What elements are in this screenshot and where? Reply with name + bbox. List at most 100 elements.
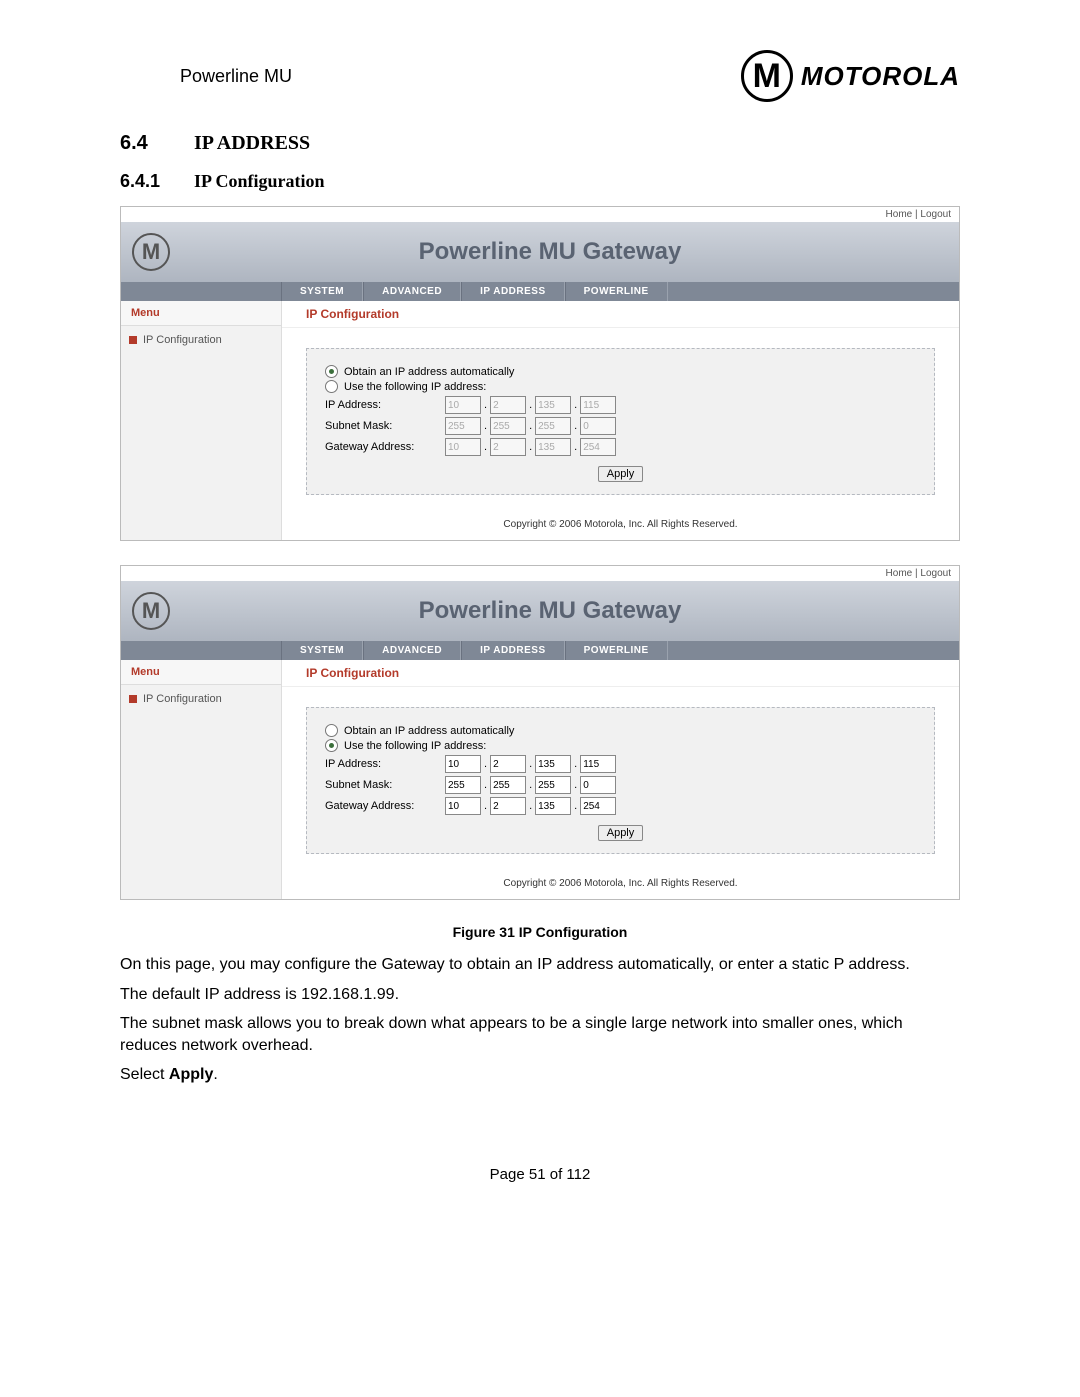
- nav-system[interactable]: SYSTEM: [281, 641, 363, 660]
- radio-static-label: Use the following IP address:: [344, 740, 486, 752]
- body-paragraph-2: The default IP address is 192.168.1.99.: [120, 984, 960, 1006]
- gateway-logo: M: [121, 222, 181, 282]
- ip-octet-1[interactable]: 10: [445, 396, 481, 414]
- gateway-sidebar: Menu IP Configuration: [121, 660, 282, 899]
- doc-header: Powerline MU M MOTOROLA: [120, 50, 960, 102]
- gateway-main: IP Configuration Obtain an IP address au…: [282, 660, 959, 899]
- gw-octet-4[interactable]: 254: [580, 438, 616, 456]
- radio-static-ip[interactable]: [325, 739, 338, 752]
- gw-octet-1[interactable]: 10: [445, 438, 481, 456]
- radio-auto-label: Obtain an IP address automatically: [344, 366, 514, 378]
- figure-caption: Figure 31 IP Configuration: [120, 924, 960, 940]
- gateway-nav: SYSTEM ADVANCED IP ADDRESS POWERLINE: [121, 282, 959, 301]
- menu-bullet-icon: [129, 336, 137, 344]
- gateway-address-label: Gateway Address:: [325, 800, 445, 812]
- gateway-logo: M: [121, 581, 181, 641]
- menu-bullet-icon: [129, 695, 137, 703]
- nav-ip-address[interactable]: IP ADDRESS: [461, 282, 565, 301]
- home-link[interactable]: Home: [886, 568, 913, 579]
- section-heading: 6.4 IP ADDRESS: [120, 132, 960, 155]
- gateway-copyright: Copyright © 2006 Motorola, Inc. All Righ…: [282, 511, 959, 540]
- ip-config-panel: Obtain an IP address automatically Use t…: [306, 707, 935, 854]
- nav-advanced[interactable]: ADVANCED: [363, 282, 461, 301]
- main-header: IP Configuration: [282, 660, 959, 687]
- motorola-wordmark: MOTOROLA: [801, 61, 960, 92]
- apply-button[interactable]: Apply: [598, 825, 644, 841]
- para4-bold: Apply: [169, 1066, 213, 1083]
- body-paragraph-1: On this page, you may configure the Gate…: [120, 954, 960, 976]
- subnet-mask-label: Subnet Mask:: [325, 420, 445, 432]
- gw-octet-3[interactable]: 135: [535, 797, 571, 815]
- ip-config-panel: Obtain an IP address automatically Use t…: [306, 348, 935, 495]
- ip-address-label: IP Address:: [325, 399, 445, 411]
- subsection-title: IP Configuration: [194, 171, 325, 192]
- body-paragraph-3: The subnet mask allows you to break down…: [120, 1013, 960, 1056]
- sidebar-item-ip-config[interactable]: IP Configuration: [121, 685, 281, 713]
- gateway-banner-title: Powerline MU Gateway: [181, 238, 959, 266]
- gw-octet-2[interactable]: 2: [490, 797, 526, 815]
- mask-octet-1[interactable]: 255: [445, 417, 481, 435]
- radio-auto-label: Obtain an IP address automatically: [344, 725, 514, 737]
- radio-static-ip[interactable]: [325, 380, 338, 393]
- section-number: 6.4: [120, 132, 170, 155]
- ip-octet-1[interactable]: 10: [445, 755, 481, 773]
- radio-static-label: Use the following IP address:: [344, 381, 486, 393]
- mask-octet-3[interactable]: 255: [535, 417, 571, 435]
- gateway-screenshot-auto: Home | Logout M Powerline MU Gateway SYS…: [120, 206, 960, 541]
- gateway-banner: M Powerline MU Gateway: [121, 581, 959, 641]
- gateway-nav: SYSTEM ADVANCED IP ADDRESS POWERLINE: [121, 641, 959, 660]
- home-link[interactable]: Home: [886, 209, 913, 220]
- nav-powerline[interactable]: POWERLINE: [565, 641, 668, 660]
- gateway-address-label: Gateway Address:: [325, 441, 445, 453]
- mask-octet-4[interactable]: 0: [580, 417, 616, 435]
- para4-pre: Select: [120, 1066, 169, 1083]
- mask-octet-2[interactable]: 255: [490, 776, 526, 794]
- gw-octet-2[interactable]: 2: [490, 438, 526, 456]
- nav-system[interactable]: SYSTEM: [281, 282, 363, 301]
- para4-post: .: [213, 1066, 217, 1083]
- sidebar-menu-header: Menu: [121, 660, 281, 685]
- ip-octet-4[interactable]: 115: [580, 755, 616, 773]
- subnet-mask-label: Subnet Mask:: [325, 779, 445, 791]
- sidebar-item-label: IP Configuration: [143, 334, 222, 346]
- sidebar-menu-header: Menu: [121, 301, 281, 326]
- logout-link[interactable]: Logout: [920, 209, 951, 220]
- ip-octet-3[interactable]: 135: [535, 755, 571, 773]
- main-header: IP Configuration: [282, 301, 959, 328]
- mask-octet-3[interactable]: 255: [535, 776, 571, 794]
- motorola-logo: M MOTOROLA: [741, 50, 960, 102]
- mask-octet-1[interactable]: 255: [445, 776, 481, 794]
- body-paragraph-4: Select Apply.: [120, 1064, 960, 1086]
- gateway-banner: M Powerline MU Gateway: [121, 222, 959, 282]
- gateway-top-links: Home | Logout: [121, 207, 959, 222]
- ip-octet-3[interactable]: 135: [535, 396, 571, 414]
- nav-powerline[interactable]: POWERLINE: [565, 282, 668, 301]
- gateway-main: IP Configuration Obtain an IP address au…: [282, 301, 959, 540]
- doc-header-title: Powerline MU: [180, 66, 292, 87]
- apply-button[interactable]: Apply: [598, 466, 644, 482]
- ip-octet-2[interactable]: 2: [490, 755, 526, 773]
- gateway-copyright: Copyright © 2006 Motorola, Inc. All Righ…: [282, 870, 959, 899]
- gw-octet-1[interactable]: 10: [445, 797, 481, 815]
- logout-link[interactable]: Logout: [920, 568, 951, 579]
- ip-octet-4[interactable]: 115: [580, 396, 616, 414]
- page-footer: Page 51 of 112: [120, 1166, 960, 1183]
- nav-advanced[interactable]: ADVANCED: [363, 641, 461, 660]
- sidebar-item-label: IP Configuration: [143, 693, 222, 705]
- section-title: IP ADDRESS: [194, 132, 310, 155]
- mask-octet-4[interactable]: 0: [580, 776, 616, 794]
- motorola-m-icon: M: [741, 50, 793, 102]
- radio-auto-ip[interactable]: [325, 724, 338, 737]
- gw-octet-3[interactable]: 135: [535, 438, 571, 456]
- radio-auto-ip[interactable]: [325, 365, 338, 378]
- gateway-banner-title: Powerline MU Gateway: [181, 597, 959, 625]
- gateway-screenshot-static: Home | Logout M Powerline MU Gateway SYS…: [120, 565, 960, 900]
- nav-ip-address[interactable]: IP ADDRESS: [461, 641, 565, 660]
- motorola-m-icon: M: [132, 592, 170, 630]
- motorola-m-icon: M: [132, 233, 170, 271]
- mask-octet-2[interactable]: 255: [490, 417, 526, 435]
- ip-octet-2[interactable]: 2: [490, 396, 526, 414]
- sidebar-item-ip-config[interactable]: IP Configuration: [121, 326, 281, 354]
- gw-octet-4[interactable]: 254: [580, 797, 616, 815]
- subsection-number: 6.4.1: [120, 171, 170, 192]
